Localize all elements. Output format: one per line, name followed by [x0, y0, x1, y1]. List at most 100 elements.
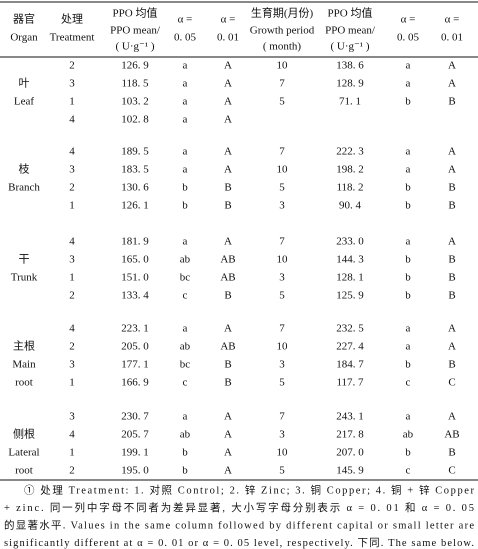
table-cell: b: [182, 200, 188, 212]
table-cell: a: [183, 146, 188, 158]
table-cell: 3: [279, 429, 285, 441]
table-cell: 5: [279, 290, 285, 302]
table-cell: 3: [69, 359, 75, 371]
table-cell: b: [405, 359, 411, 371]
table-cell: 181. 9: [121, 236, 149, 248]
table-cell: b: [405, 290, 411, 302]
table-cell: 3: [279, 359, 285, 371]
table-cell: b: [405, 200, 411, 212]
table-cell: bc: [180, 272, 191, 284]
table-cell: a: [406, 78, 411, 90]
table-cell: B: [224, 290, 231, 302]
table-cell: B: [224, 359, 231, 371]
table-cell: 1: [69, 447, 75, 459]
table-cell: 243. 1: [336, 411, 364, 423]
table-cell: 189. 5: [121, 146, 149, 158]
table-cell: 1: [69, 377, 75, 389]
table-cell: B: [448, 359, 455, 371]
organ-label: 枝: [19, 162, 30, 176]
table-cell: 7: [279, 78, 285, 90]
table-cell: AB: [220, 254, 235, 266]
header-cell: ( U·g⁻¹ ): [330, 41, 369, 53]
table-cell: 133. 4: [121, 290, 149, 302]
table-cell: 199. 1: [121, 447, 149, 459]
table-cell: 165. 0: [121, 254, 149, 266]
table-cell: 183. 5: [121, 164, 149, 176]
table-cell: 2: [69, 182, 75, 194]
table-cell: 5: [279, 377, 285, 389]
table-cell: 4: [69, 323, 75, 335]
table-cell: c: [406, 465, 411, 477]
table-cell: 71. 1: [339, 96, 361, 108]
table-cell: B: [448, 96, 455, 108]
table-cell: A: [448, 78, 456, 90]
table-cell: 151. 0: [121, 272, 149, 284]
table-cell: 207. 0: [336, 447, 364, 459]
header-cell: α =: [445, 14, 460, 26]
table-cell: C: [448, 377, 455, 389]
table-cell: A: [224, 60, 232, 72]
organ-label: 干: [19, 254, 30, 266]
table-cell: 222. 3: [336, 146, 364, 158]
table-cell: a: [406, 164, 411, 176]
table-cell: a: [183, 78, 188, 90]
table-cell: a: [406, 236, 411, 248]
table-cell: b: [405, 96, 411, 108]
table-cell: 223. 1: [121, 323, 149, 335]
organ-label: Trunk: [11, 272, 38, 284]
organ-label: 主根: [13, 339, 35, 353]
table-cell: ab: [180, 341, 191, 353]
table-cell: b: [405, 182, 411, 194]
table-cell: A: [448, 146, 456, 158]
header-cell: PPO 均值: [328, 7, 373, 20]
table-cell: ab: [180, 254, 191, 266]
table-cell: A: [224, 96, 232, 108]
table-cell: a: [406, 60, 411, 72]
table-cell: 3: [69, 78, 75, 90]
table-cell: b: [405, 447, 411, 459]
table-cell: B: [224, 182, 231, 194]
table-cell: A: [224, 323, 232, 335]
table-cell: A: [448, 236, 456, 248]
table-cell: 118. 2: [336, 182, 363, 194]
header-cell: α =: [221, 14, 236, 26]
table-cell: 233. 0: [336, 236, 364, 248]
table-cell: 230. 7: [121, 411, 149, 423]
table-cell: A: [224, 164, 232, 176]
organ-label: root: [15, 465, 33, 477]
header-cell: 生育期(月份): [251, 6, 314, 20]
organ-label: root: [15, 377, 33, 389]
table-cell: b: [405, 254, 411, 266]
table-cell: 4: [69, 236, 75, 248]
table-cell: 1: [69, 272, 75, 284]
table-cell: 10: [277, 341, 289, 353]
table-cell: 128. 9: [336, 78, 364, 90]
header-cell: Organ: [10, 32, 38, 44]
header-cell: PPO mean/: [110, 25, 161, 37]
table-cell: 2: [69, 290, 75, 302]
table-cell: a: [183, 96, 188, 108]
table-cell: 7: [279, 146, 285, 158]
table-cell: a: [406, 323, 411, 335]
table-cell: 10: [277, 447, 289, 459]
table-cell: B: [224, 377, 231, 389]
table-cell: B: [448, 182, 455, 194]
table-cell: 145. 9: [336, 465, 364, 477]
header-cell: ( month): [263, 41, 302, 53]
table-cell: 126. 9: [121, 60, 149, 72]
header-cell: Growth period: [250, 25, 315, 37]
table-cell: 7: [279, 236, 285, 248]
table-cell: 195. 0: [121, 465, 149, 477]
organ-label: 叶: [19, 77, 30, 90]
table-cell: 177. 1: [121, 359, 149, 371]
table-cell: A: [224, 429, 232, 441]
header-cell: PPO 均值: [113, 7, 158, 20]
table-cell: A: [224, 447, 232, 459]
table-cell: 130. 6: [121, 182, 149, 194]
table-cell: 227. 4: [336, 341, 364, 353]
table-cell: 217. 8: [336, 429, 364, 441]
table-cell: 5: [279, 96, 285, 108]
header-cell: PPO mean/: [325, 25, 376, 37]
table-cell: AB: [220, 272, 235, 284]
